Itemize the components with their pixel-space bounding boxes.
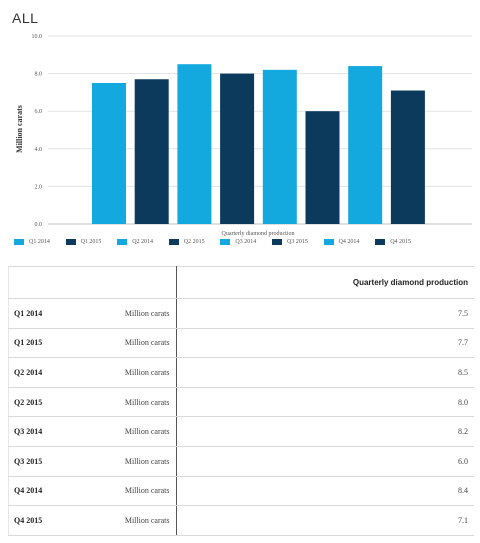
- row-category: Q3 2015: [8, 446, 92, 477]
- chart-bars: [92, 64, 425, 225]
- table-row: Q3 2014 Million carats 8.2: [8, 416, 474, 447]
- row-category: Q3 2014: [8, 416, 92, 447]
- bar-q1-2014[interactable]: [92, 83, 126, 224]
- y-tick-label: 6.0: [35, 109, 43, 115]
- row-category: Q2 2015: [8, 387, 92, 418]
- row-value: 8.5: [176, 357, 474, 388]
- table-row: Q4 2015 Million carats 7.1: [8, 505, 474, 536]
- legend-label: Q4 2015: [390, 239, 412, 245]
- table-header-row: Quarterly diamond production: [8, 266, 474, 299]
- legend-item[interactable]: Q3 2014: [220, 239, 256, 245]
- y-tick-label: 10.0: [32, 34, 43, 40]
- row-unit: Million carats: [92, 446, 177, 477]
- legend-swatch: [375, 239, 386, 245]
- row-value: 8.2: [176, 416, 474, 447]
- table-row: Q4 2014 Million carats 8.4: [8, 476, 474, 507]
- legend-swatch: [220, 239, 231, 245]
- legend-swatch: [168, 239, 179, 245]
- legend-item[interactable]: Q3 2015: [272, 239, 308, 245]
- row-unit: Million carats: [92, 357, 177, 388]
- row-category: Q4 2015: [8, 505, 92, 536]
- table-row: Q3 2015 Million carats 6.0: [8, 446, 474, 477]
- bar-q3-2014[interactable]: [262, 69, 297, 224]
- y-tick-label: 0.0: [35, 222, 43, 228]
- legend-item[interactable]: Q2 2015: [168, 239, 205, 245]
- bar-chart: 0.0 2.0 4.0 6.0 8.0 10.0 Million carats Quart…: [15, 34, 472, 237]
- legend-item[interactable]: Q1 2015: [65, 239, 102, 245]
- y-tick-label: 4.0: [35, 147, 43, 153]
- legend-swatch: [65, 239, 76, 245]
- legend-item[interactable]: Q2 2014: [117, 239, 153, 245]
- row-value: 8.0: [176, 387, 474, 418]
- table-row: Q1 2014 Million carats 7.5: [8, 298, 474, 329]
- row-value: 7.5: [176, 298, 474, 329]
- legend-label: Q4 2014: [338, 239, 360, 245]
- legend-label: Q1 2015: [80, 239, 102, 245]
- row-unit: Million carats: [92, 476, 177, 507]
- row-value: 7.7: [176, 328, 474, 359]
- y-axis-label: Million carats: [15, 105, 24, 153]
- row-value: 6.0: [176, 446, 474, 477]
- page-title: ALL: [12, 10, 39, 26]
- legend-label: Q1 2014: [29, 239, 50, 245]
- bar-q3-2015[interactable]: [305, 111, 340, 224]
- bar-q1-2015[interactable]: [134, 79, 169, 224]
- row-category: Q2 2014: [8, 357, 92, 388]
- row-category: Q1 2014: [8, 298, 92, 329]
- legend-swatch: [14, 239, 24, 245]
- row-value: 8.4: [176, 476, 474, 507]
- row-category: Q1 2015: [8, 328, 92, 359]
- legend-label: Q2 2015: [183, 239, 205, 245]
- legend-label: Q2 2014: [132, 239, 154, 245]
- legend-label: Q3 2014: [235, 239, 257, 245]
- table-header-blank-unit: [92, 266, 177, 299]
- bar-q2-2015[interactable]: [220, 73, 255, 224]
- legend-swatch: [117, 239, 128, 245]
- row-category: Q4 2014: [8, 476, 92, 507]
- y-tick-label: 8.0: [35, 72, 43, 78]
- legend-swatch: [323, 239, 334, 245]
- row-unit: Million carats: [92, 328, 177, 359]
- legend-item[interactable]: Q1 2014: [14, 239, 50, 245]
- table-body: Q1 2014 Million carats 7.5 Q1 2015 Million c…: [8, 298, 474, 536]
- table-row: Q2 2015 Million carats 8.0: [8, 387, 474, 418]
- table-header-blank: [8, 266, 92, 299]
- bar-q4-2015[interactable]: [390, 90, 425, 225]
- bar-q2-2014[interactable]: [177, 64, 212, 224]
- row-unit: Million carats: [92, 505, 177, 536]
- row-unit: Million carats: [92, 387, 177, 418]
- legend-label: Q3 2015: [287, 239, 308, 245]
- legend-item[interactable]: Q4 2015: [375, 239, 411, 245]
- y-tick-label: 2.0: [35, 184, 43, 190]
- x-axis-label: Quarterly diamond production: [222, 231, 295, 237]
- legend-swatch: [272, 239, 282, 245]
- row-value: 7.1: [176, 505, 474, 536]
- y-axis-ticks: 0.0 2.0 4.0 6.0 8.0 10.0: [32, 34, 43, 228]
- legend-item[interactable]: Q4 2014: [323, 239, 360, 245]
- bar-q4-2014[interactable]: [348, 66, 383, 224]
- row-unit: Million carats: [92, 416, 177, 447]
- table-row: Q2 2014 Million carats 8.5: [8, 357, 474, 388]
- row-unit: Million carats: [92, 298, 177, 329]
- data-table: Quarterly diamond production Q1 2014 Mill…: [8, 266, 474, 536]
- table-header-series: Quarterly diamond production: [176, 266, 474, 299]
- table-row: Q1 2015 Million carats 7.7: [8, 328, 474, 359]
- chart-legend: Q1 2014 Q1 2015 Q2 2014 Q2 2015 Q3 2014 Q3 20…: [0, 239, 480, 253]
